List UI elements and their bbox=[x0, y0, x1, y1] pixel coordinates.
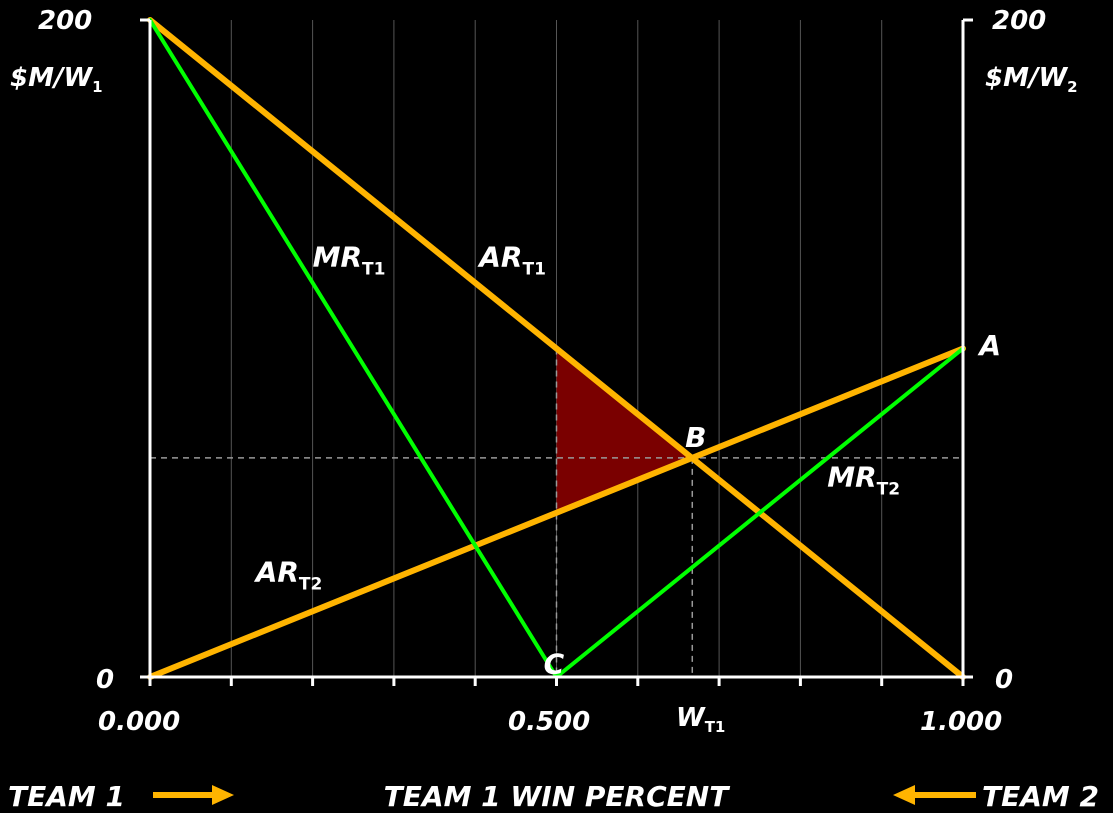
team-2-label: TEAM 2 bbox=[982, 780, 1099, 813]
series-line-ar-t2 bbox=[147, 345, 966, 680]
team-1-label: TEAM 1 bbox=[8, 780, 125, 813]
right-y-unit: $M/W2 bbox=[985, 63, 1078, 96]
ar-t2-label: ART2 bbox=[254, 556, 323, 595]
left-y-unit: $M/W1 bbox=[10, 63, 103, 96]
right-arrow-icon bbox=[153, 785, 234, 805]
series-line-ar-t1 bbox=[147, 17, 966, 680]
x-tick-label-1: 1.000 bbox=[920, 707, 1002, 737]
series bbox=[147, 17, 966, 680]
x-axis-title: TEAM 1 WIN PERCENT bbox=[384, 780, 731, 813]
series-line-mr-t2 bbox=[554, 346, 965, 679]
mr-t1-label: MRT1 bbox=[313, 240, 386, 279]
axes bbox=[140, 18, 973, 686]
mr-t2-label: MRT2 bbox=[827, 460, 900, 499]
grid bbox=[230, 20, 883, 677]
point-a-label: A bbox=[977, 329, 1001, 362]
point-c-label: C bbox=[544, 648, 565, 681]
shaded-triangle bbox=[556, 348, 693, 513]
wt1-label: WT1 bbox=[676, 703, 725, 736]
left-y-zero-label: 0 bbox=[96, 665, 114, 695]
point-b-label: B bbox=[685, 421, 706, 454]
x-tick-label-05: 0.500 bbox=[508, 707, 590, 737]
left-arrow-icon bbox=[893, 785, 976, 805]
right-y-top-label: 200 bbox=[992, 6, 1046, 36]
left-y-top-label: 200 bbox=[38, 6, 92, 36]
right-y-zero-label: 0 bbox=[995, 665, 1013, 695]
ar-t1-label: ART1 bbox=[477, 240, 546, 279]
x-tick-label-0: 0.000 bbox=[98, 707, 180, 737]
series-line-mr-t1 bbox=[148, 18, 559, 679]
